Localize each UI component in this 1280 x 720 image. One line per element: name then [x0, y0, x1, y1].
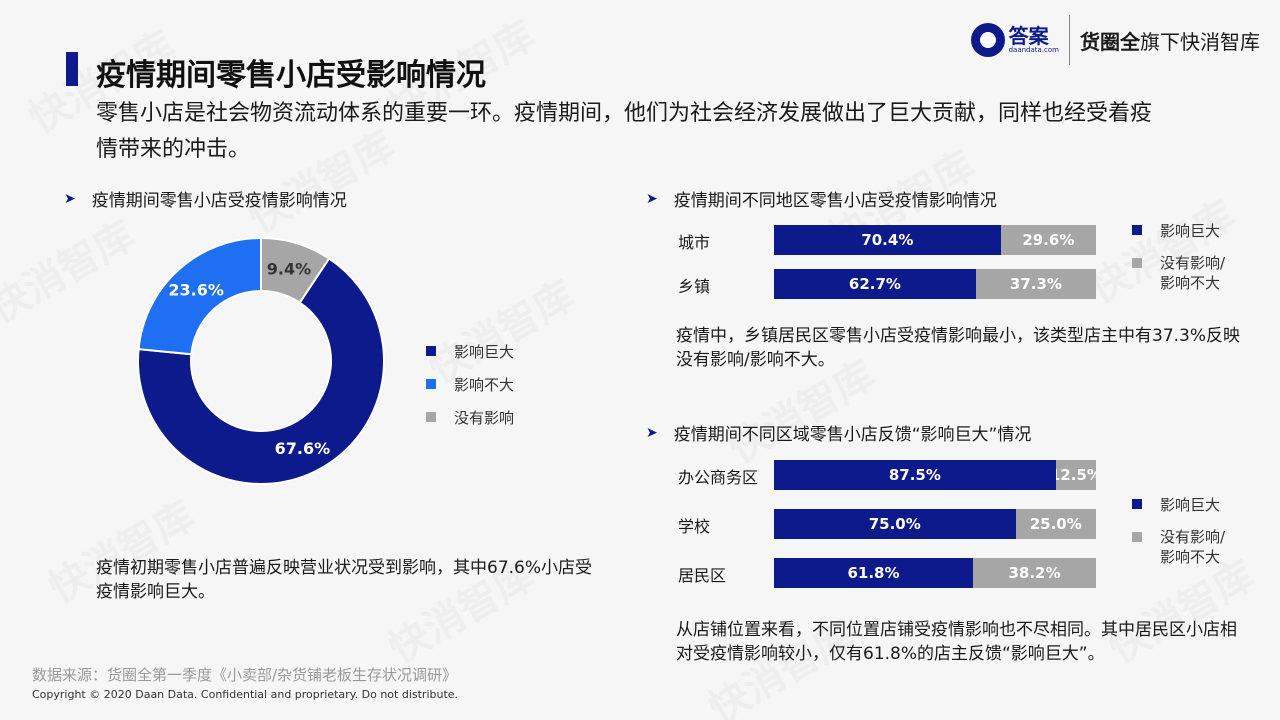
area-section-heading-text: 疫情期间不同区域零售小店反馈“影响巨大”情况 — [673, 425, 1032, 445]
bar-segment-major: 70.4% — [774, 225, 1001, 255]
data-source: 数据来源：货圈全第一季度《小卖部/杂货铺老板生存状况调研》 — [32, 666, 458, 684]
pie-legend-item-none: 没有影响 — [426, 407, 514, 428]
area-legend: 影响巨大 没有影响/ 影响不大 — [1132, 494, 1225, 567]
page-title: 疫情期间零售小店受影响情况 — [96, 58, 486, 93]
legend-label: 影响巨大 — [1160, 496, 1221, 514]
legend-swatch — [426, 412, 436, 422]
stacked-bar: 61.8% 38.2% — [774, 558, 1096, 588]
region-legend-item-major: 影响巨大 — [1132, 220, 1225, 241]
bar-category-label: 学校 — [678, 517, 711, 536]
bar-category-label: 乡镇 — [678, 277, 711, 296]
donut-chart: 9.4% 67.6% 23.6% — [137, 236, 385, 485]
area-legend-item-none: 没有影响/ 影响不大 — [1132, 527, 1225, 567]
bar-category-label: 居民区 — [678, 566, 727, 585]
pie-legend: 影响巨大 影响不大 没有影响 — [426, 341, 514, 428]
arrow-right-icon: ➤ — [646, 190, 658, 207]
donut-slice-minor — [137, 236, 262, 356]
pie-legend-item-major: 影响巨大 — [426, 341, 514, 362]
legend-label: 没有影响/ 影响不大 — [1160, 528, 1226, 566]
copyright: Copyright © 2020 Daan Data. Confidential… — [32, 688, 459, 701]
area-section-heading: ➤ 疫情期间不同区域零售小店反馈“影响巨大”情况 — [646, 420, 1032, 446]
pie-section-heading-text: 疫情期间零售小店受疫情影响情况 — [91, 191, 347, 211]
intro-text: 零售小店是社会物资流动体系的重要一环。疫情期间，他们为社会经济发展做出了巨大贡献… — [96, 101, 1153, 162]
arrow-right-icon: ➤ — [64, 190, 76, 207]
donut-slice-label: 23.6% — [168, 281, 224, 300]
brand-bold: 货圈全 — [1080, 29, 1140, 54]
legend-swatch — [1132, 225, 1142, 235]
area-description: 从店铺位置来看，不同位置店铺受疫情影响也不尽相同。其中居民区小店相对受疫情影响较… — [676, 620, 1237, 664]
donut-slice-major — [137, 257, 385, 485]
bar-segment-none: 37.3% — [975, 269, 1096, 299]
legend-swatch — [426, 346, 436, 356]
region-description: 疫情中，乡镇居民区零售小店受疫情影响最小，该类型店主中有37.3%反映没有影响/… — [676, 326, 1241, 370]
bar-segment-none: 29.6% — [1000, 225, 1096, 255]
legend-swatch — [1132, 258, 1142, 268]
pie-section-heading: ➤ 疫情期间零售小店受疫情影响情况 — [64, 186, 347, 212]
legend-label: 影响不大 — [454, 376, 515, 394]
title-accent-bar — [66, 52, 78, 86]
region-section-heading-text: 疫情期间不同地区零售小店受疫情影响情况 — [673, 191, 997, 211]
legend-swatch — [1132, 532, 1142, 542]
daan-logo-icon — [970, 23, 1005, 57]
donut-slice-label: 9.4% — [267, 260, 311, 279]
logo-divider — [1069, 15, 1070, 65]
donut-slice-label: 67.6% — [275, 439, 331, 458]
stacked-bar: 62.7% 37.3% — [774, 269, 1096, 299]
pie-legend-item-minor: 影响不大 — [426, 374, 514, 395]
legend-swatch — [426, 379, 436, 389]
pie-description: 疫情初期零售小店普遍反映营业状况受到影响，其中67.6%小店受疫情影响巨大。 — [96, 558, 593, 602]
legend-label: 没有影响 — [454, 409, 515, 427]
bar-category-label: 城市 — [678, 233, 711, 252]
brand-rest: 旗下快消智库 — [1140, 29, 1260, 54]
region-section-heading: ➤ 疫情期间不同地区零售小店受疫情影响情况 — [646, 186, 997, 212]
bar-category-label: 办公商务区 — [678, 468, 759, 487]
bar-segment-major: 62.7% — [774, 269, 976, 299]
bar-segment-none: 25.0% — [1015, 509, 1096, 539]
bar-segment-major: 87.5% — [774, 460, 1056, 490]
watermark-text: 快消智库 — [0, 212, 143, 333]
bar-segment-major: 61.8% — [774, 558, 973, 588]
bar-segment-none: 38.2% — [972, 558, 1096, 588]
brand-name: 货圈全旗下快消智库 — [1080, 26, 1260, 55]
stacked-bar: 70.4% 29.6% — [774, 225, 1096, 255]
brand-logo: 答案 daandata.com 货圈全旗下快消智库 — [970, 14, 1260, 66]
stacked-bar: 87.5%12.5% — [774, 460, 1096, 490]
region-legend: 影响巨大 没有影响/ 影响不大 — [1132, 220, 1225, 293]
legend-label: 影响巨大 — [1160, 222, 1221, 240]
legend-label: 没有影响/ 影响不大 — [1160, 254, 1226, 292]
bar-segment-none: 12.5% — [1055, 460, 1096, 490]
stacked-bar: 75.0% 25.0% — [774, 509, 1096, 539]
logo-cn-text: 答案 — [1008, 24, 1049, 48]
legend-label: 影响巨大 — [454, 343, 515, 361]
legend-swatch — [1132, 499, 1142, 509]
bar-segment-major: 75.0% — [774, 509, 1016, 539]
region-legend-item-none: 没有影响/ 影响不大 — [1132, 253, 1225, 293]
logo-en-text: daandata.com — [1008, 46, 1059, 54]
area-legend-item-major: 影响巨大 — [1132, 494, 1225, 515]
arrow-right-icon: ➤ — [646, 424, 658, 441]
